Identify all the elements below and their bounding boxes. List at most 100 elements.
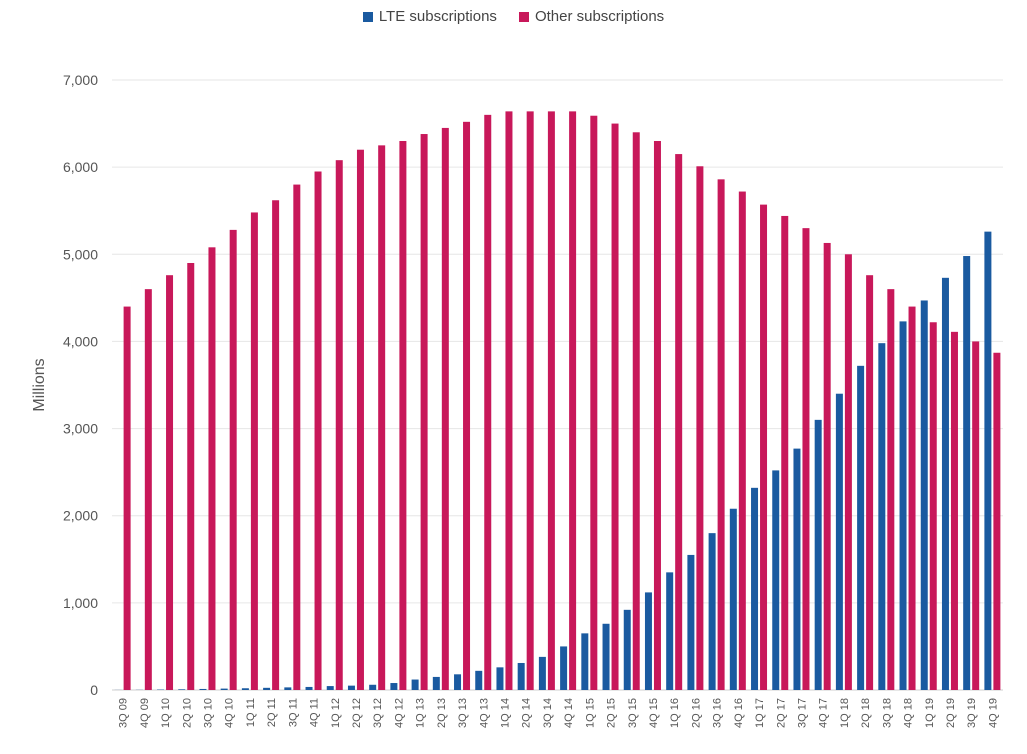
x-tick-label: 4Q 17 (818, 698, 830, 728)
x-tick-label: 1Q 18 (839, 698, 851, 728)
x-tick-label: 1Q 10 (160, 698, 172, 728)
legend-label-lte: LTE subscriptions (378, 8, 497, 25)
bar-other (717, 179, 725, 691)
x-tick-label: 2Q 10 (181, 698, 193, 728)
bar-lte (369, 684, 377, 690)
bar-lte (708, 533, 716, 690)
x-tick-label: 3Q 10 (202, 698, 214, 728)
x-tick-label: 3Q 11 (287, 698, 299, 727)
x-tick-label: 2Q 14 (521, 698, 533, 728)
bar-lte (411, 679, 419, 690)
bar-other (484, 114, 492, 691)
bar-lte (793, 448, 801, 690)
bar-other (675, 154, 683, 691)
bar-lte (644, 592, 652, 690)
bar-other (505, 111, 513, 690)
y-axis: 0 1,000 2,000 3,000 4,000 5,000 6,000 7,000 (63, 72, 98, 698)
x-tick-label: 3Q 09 (118, 698, 130, 728)
bar-other (760, 204, 768, 690)
x-tick-label: 4Q 11 (309, 698, 321, 727)
x-tick-label: 3Q 14 (542, 698, 554, 728)
bar-lte (347, 685, 355, 690)
legend-item-lte: LTE subscriptions (362, 8, 497, 25)
bar-other (208, 247, 216, 691)
bar-lte (517, 662, 525, 690)
bar-lte (560, 646, 568, 690)
y-tick-label: 0 (90, 682, 98, 698)
bar-lte (284, 687, 292, 690)
x-tick-label: 1Q 17 (754, 698, 766, 728)
bar-lte (963, 256, 971, 690)
bar-lte (432, 676, 440, 690)
bar-lte (729, 508, 737, 690)
x-tick-label: 3Q 15 (627, 698, 639, 728)
bar-other (356, 149, 364, 690)
bar-other (993, 352, 1001, 690)
x-tick-label: 2Q 13 (436, 698, 448, 728)
bar-other (781, 215, 789, 690)
bar-lte (920, 300, 928, 690)
y-axis-label: Millions (31, 358, 48, 411)
x-tick-label: 1Q 12 (330, 698, 342, 728)
bar-other (611, 123, 619, 691)
x-axis: 3Q 09 4Q 09 1Q 10 2Q 10 3Q 10 4Q 10 1Q 11 2Q 11… (118, 698, 1000, 728)
x-tick-label: 4Q 10 (224, 698, 236, 728)
x-tick-label: 4Q 18 (903, 698, 915, 728)
bar-lte (305, 686, 313, 690)
bar-other (123, 306, 131, 690)
bar-lte (751, 487, 759, 690)
bar-lte (241, 688, 249, 690)
bar-other (590, 115, 598, 690)
bar-other (420, 134, 428, 690)
bar-lte (581, 633, 589, 690)
x-tick-label: 3Q 19 (966, 698, 978, 728)
x-tick-label: 1Q 11 (245, 698, 257, 727)
x-tick-label: 4Q 19 (987, 698, 999, 728)
bar-other (272, 200, 280, 690)
x-tick-label: 1Q 15 (584, 698, 596, 728)
x-tick-label: 1Q 16 (669, 698, 681, 728)
y-tick-label: 1,000 (63, 595, 98, 611)
bar-lte (857, 365, 865, 690)
bar-other (972, 341, 980, 690)
y-tick-label: 2,000 (63, 508, 98, 524)
x-tick-label: 1Q 13 (415, 698, 427, 728)
bar-other (144, 289, 152, 690)
bar-lte (454, 674, 462, 690)
bar-lte (496, 667, 504, 690)
bar-other (441, 127, 449, 690)
x-tick-label: 3Q 13 (457, 698, 469, 728)
x-tick-label: 1Q 14 (499, 698, 511, 728)
bar-lte (814, 419, 822, 690)
bar-other (378, 145, 386, 690)
y-tick-label: 7,000 (63, 72, 98, 88)
y-tick-label: 4,000 (63, 333, 98, 349)
bar-lte (326, 686, 334, 690)
bar-lte (602, 623, 610, 690)
bar-other (929, 322, 937, 690)
bar-other (569, 111, 577, 690)
x-tick-label: 4Q 16 (733, 698, 745, 728)
bar-other (399, 141, 407, 690)
bar-other (908, 306, 916, 690)
bar-other (866, 275, 874, 690)
bar-other (738, 191, 746, 691)
bars (114, 111, 1001, 691)
x-tick-label: 2Q 12 (351, 698, 363, 728)
bar-lte (538, 656, 546, 690)
bar-lte (772, 470, 780, 690)
x-tick-label: 4Q 09 (139, 698, 151, 728)
bar-lte (263, 687, 271, 690)
x-tick-label: 2Q 18 (860, 698, 872, 728)
bar-other (526, 111, 534, 690)
bar-other (547, 111, 555, 690)
x-tick-label: 4Q 15 (648, 698, 660, 728)
x-tick-label: 2Q 11 (266, 698, 278, 727)
bar-other (887, 289, 895, 690)
bar-other (335, 160, 343, 690)
gridlines (112, 79, 1003, 691)
x-tick-label: 2Q 15 (606, 698, 618, 728)
legend: LTE subscriptions Other subscriptions (0, 8, 1027, 25)
x-tick-label: 2Q 17 (775, 698, 787, 728)
